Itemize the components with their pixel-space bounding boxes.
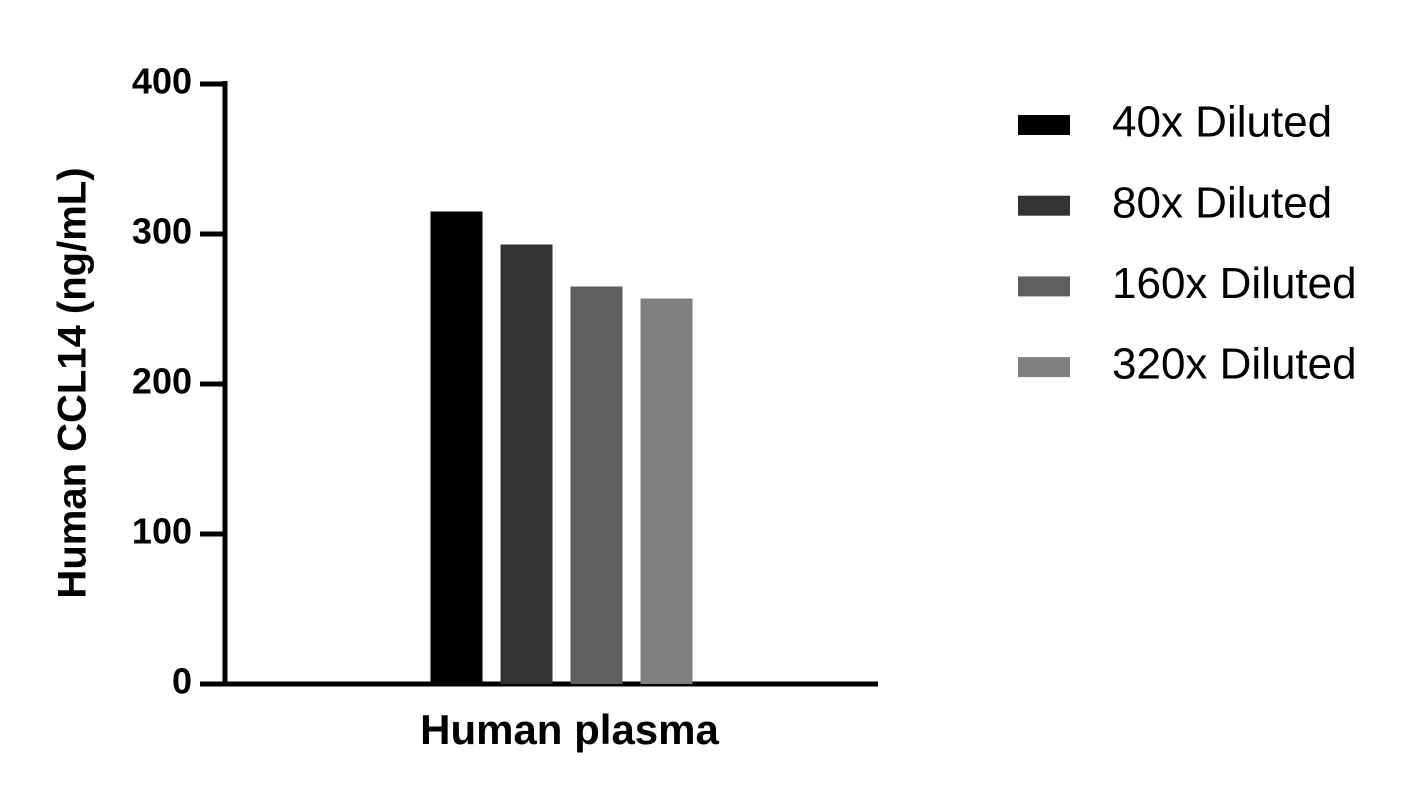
y-tick-label: 400 — [132, 61, 192, 102]
legend-label: 160x Diluted — [1112, 259, 1357, 308]
legend-swatch — [1018, 115, 1070, 135]
x-tick-label: Human plasma — [420, 706, 719, 753]
y-axis-label: Human CCL14 (ng/mL) — [51, 167, 95, 598]
bar — [570, 286, 623, 684]
bar — [640, 298, 693, 684]
legend-swatch — [1018, 276, 1070, 297]
legend-swatch — [1018, 195, 1070, 216]
legend-swatch — [1018, 357, 1070, 378]
y-tick-label: 200 — [132, 361, 192, 402]
y-tick-label: 100 — [132, 511, 192, 552]
y-tick-label: 0 — [172, 661, 192, 702]
legend-label: 40x Diluted — [1112, 98, 1332, 147]
legend-label: 80x Diluted — [1112, 178, 1332, 227]
y-tick-label: 300 — [132, 211, 192, 252]
bar — [500, 244, 553, 684]
legend-label: 320x Diluted — [1112, 340, 1357, 389]
bar — [430, 211, 483, 684]
